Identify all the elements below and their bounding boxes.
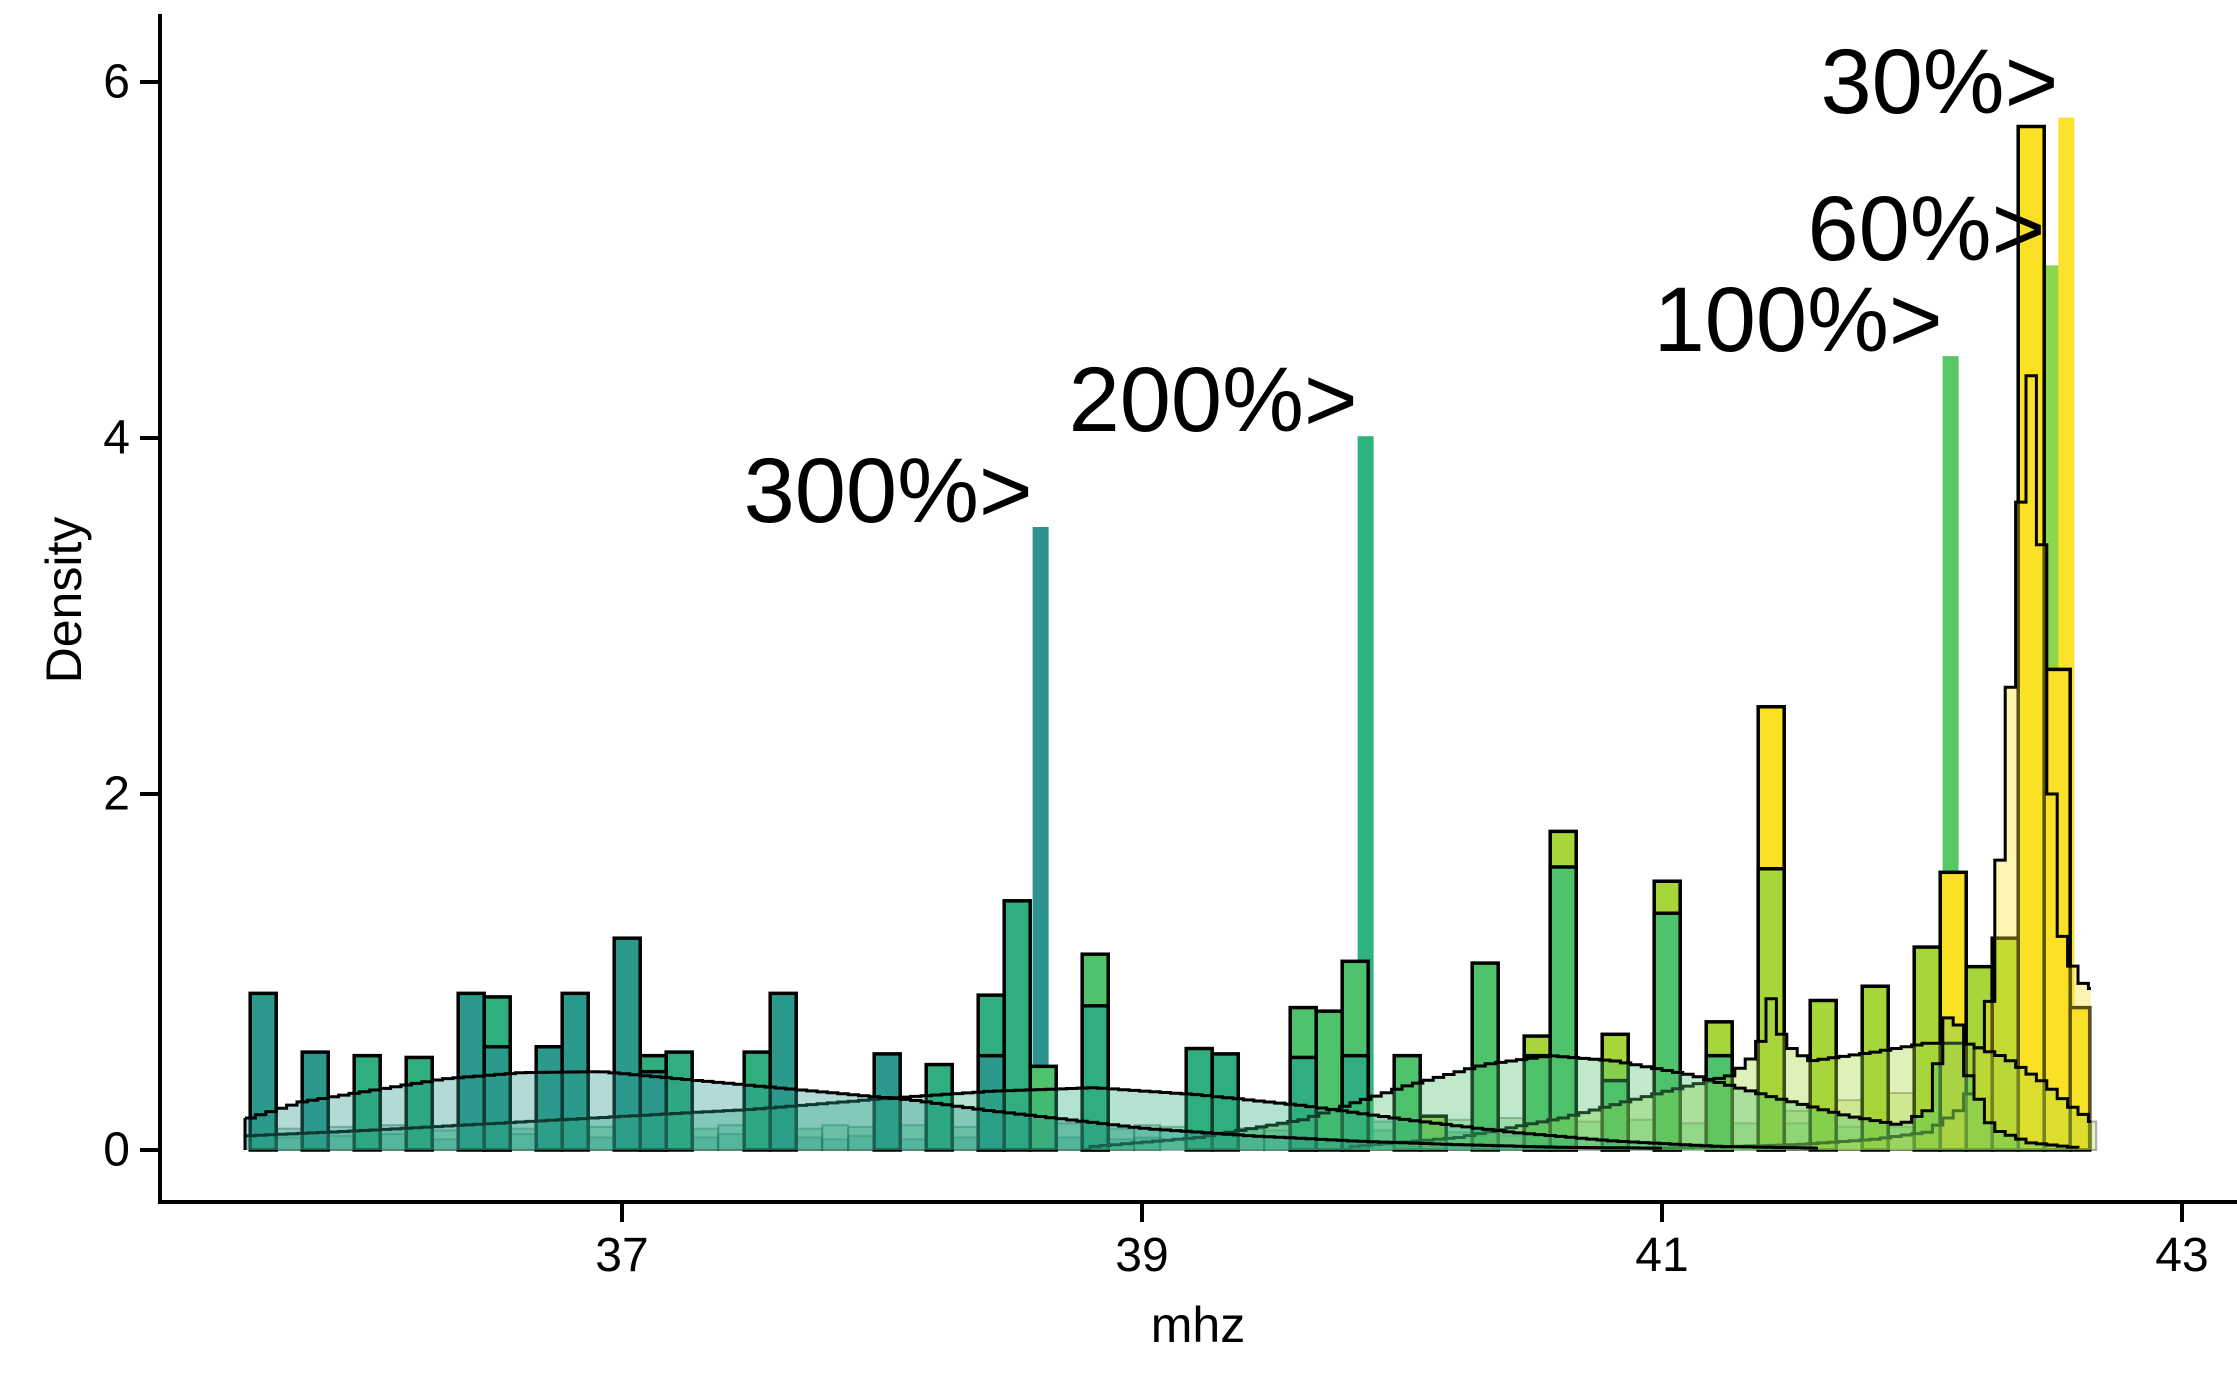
histogram-bar — [768, 991, 798, 1152]
histogram-bar — [1600, 1078, 1630, 1152]
histogram-bar — [1990, 936, 2020, 1152]
histogram-bar — [664, 1050, 694, 1152]
histogram-bar — [404, 1055, 434, 1152]
histogram-bar — [1704, 1053, 1734, 1152]
kde-line-300% — [243, 1070, 1662, 1150]
kde-fill-300% — [245, 1071, 1662, 1150]
annotation-300pct: 300%> — [743, 440, 1033, 542]
histogram-bar — [1652, 911, 1682, 1152]
annotation-60pct: 60%> — [1807, 178, 2046, 281]
histogram-bar — [352, 1053, 382, 1152]
histogram-bar — [1392, 1053, 1422, 1152]
x-tick-label: 41 — [1635, 1229, 1689, 1282]
axes — [140, 14, 2237, 1222]
annotation-100pct: 100%> — [1653, 269, 1943, 372]
histogram-bar — [872, 1052, 902, 1152]
annotation-200pct: 200%> — [1068, 349, 1358, 452]
histogram-bar — [248, 991, 278, 1152]
ghost-bar — [821, 1138, 850, 1151]
histogram-bar — [1548, 865, 1578, 1152]
histogram-bar — [1002, 899, 1032, 1152]
spike-300% — [1032, 527, 1049, 1150]
histogram-bar — [1860, 984, 1890, 1152]
histogram-bar — [1808, 998, 1838, 1152]
y-tick-label: 2 — [103, 767, 130, 821]
histogram-bar — [638, 1069, 668, 1152]
kde-line-200% — [243, 1086, 1818, 1150]
x-axis-title: mhz — [1150, 1297, 1246, 1353]
y-tick-label: 6 — [103, 55, 130, 109]
histogram-bar — [612, 936, 642, 1152]
histogram-bar — [2016, 124, 2046, 1152]
kde-fill-200% — [245, 1087, 1818, 1150]
ghost-bar — [821, 1124, 850, 1151]
histogram-bar — [1938, 870, 1968, 1152]
histogram-bar — [1470, 961, 1500, 1152]
y-tick-label: 0 — [103, 1123, 130, 1177]
y-tick-label: 4 — [103, 411, 130, 465]
kde-line-100% — [1088, 1016, 2080, 1150]
histogram-bar — [976, 1053, 1006, 1152]
histogram-bar — [482, 1045, 512, 1152]
histogram-bar — [1756, 867, 1786, 1152]
x-tick-label: 39 — [1115, 1229, 1169, 1282]
histogram-bar — [534, 1045, 564, 1152]
histogram-bar — [742, 1050, 772, 1152]
kde-curves — [243, 374, 2091, 1150]
x-tick-label: 43 — [2155, 1229, 2209, 1282]
kde-fill-60% — [1350, 998, 2091, 1150]
y-axis-title: Density — [36, 516, 92, 684]
histogram-bar — [1080, 1004, 1110, 1152]
kde-fill-100% — [1090, 1017, 2078, 1150]
x-tick-label: 37 — [595, 1229, 649, 1282]
annotation-30pct: 30%> — [1820, 30, 2059, 133]
